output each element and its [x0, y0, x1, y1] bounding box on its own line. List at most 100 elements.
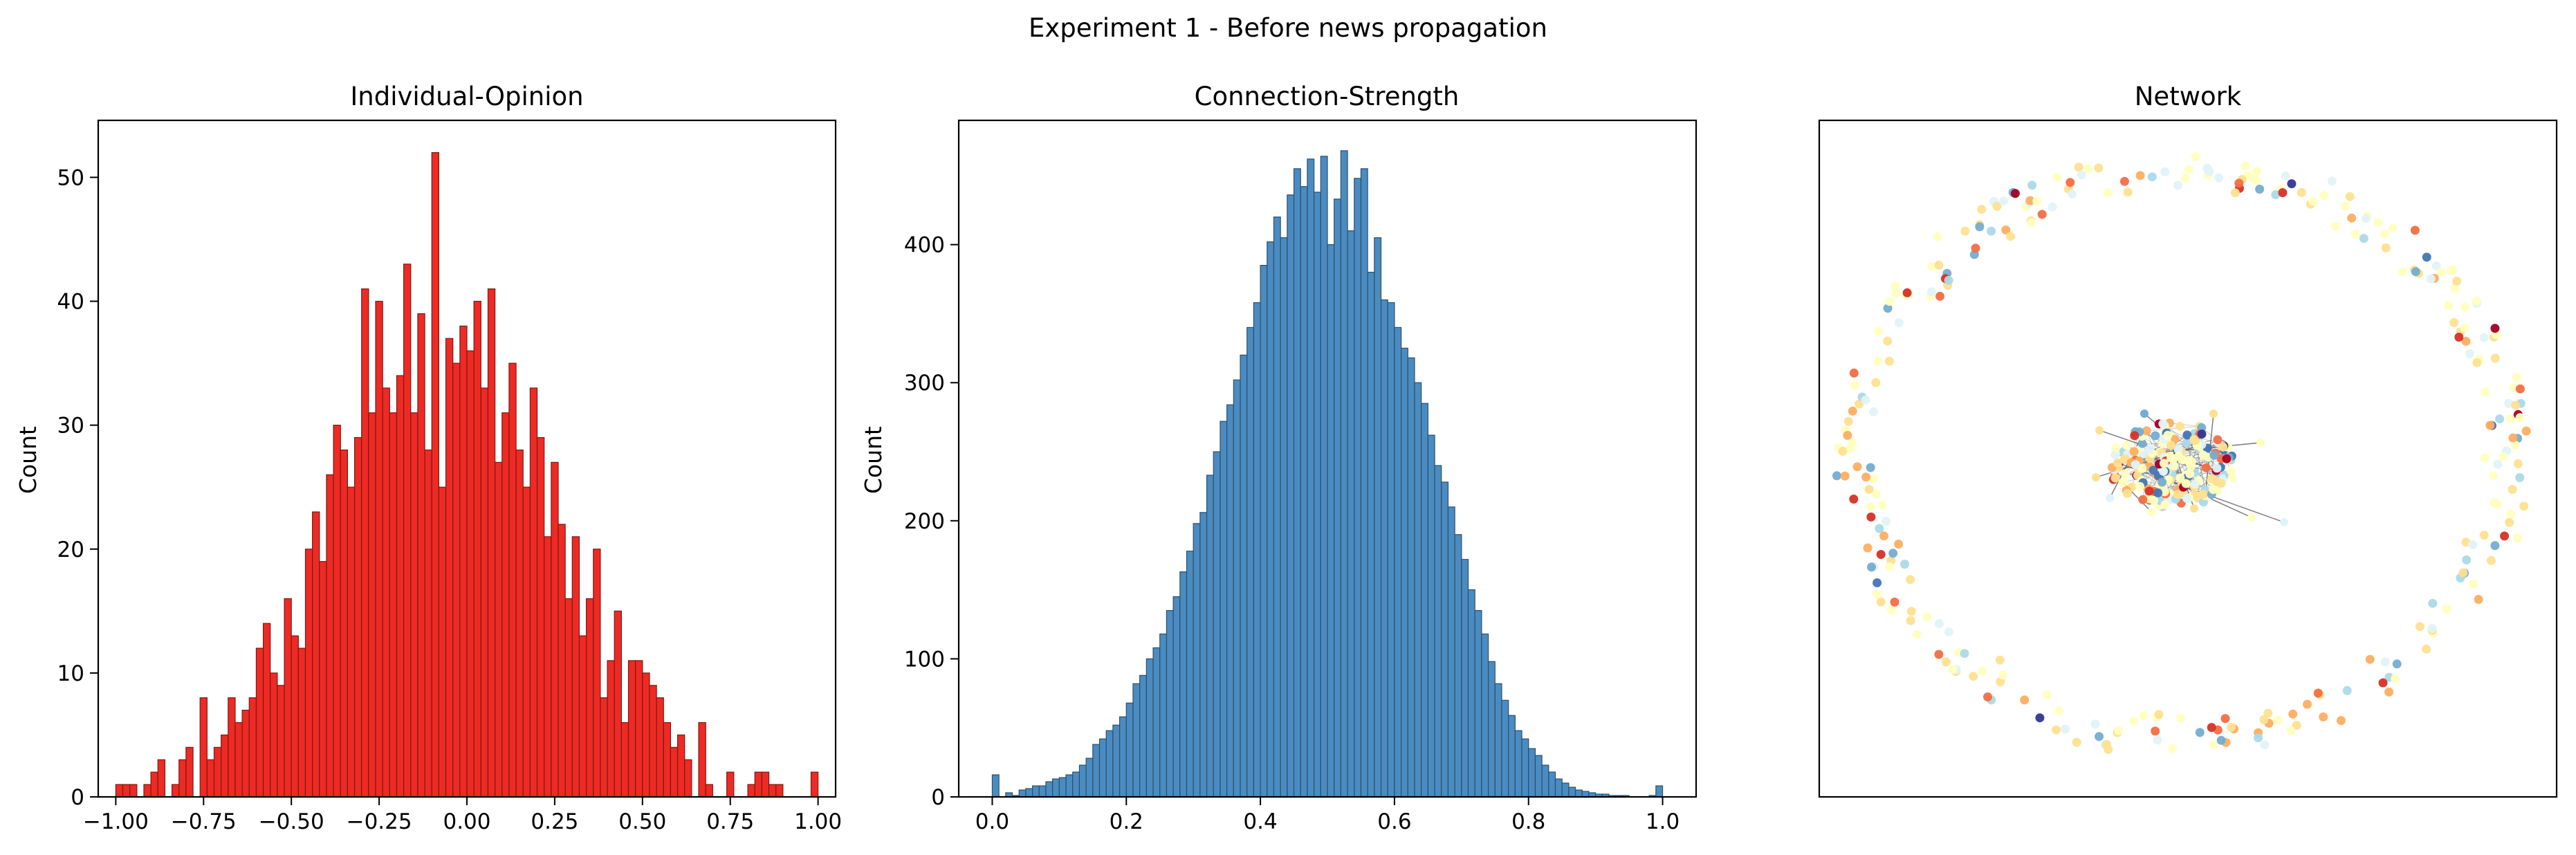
network-node: [2256, 439, 2265, 447]
network-node: [1848, 406, 1857, 416]
network-node: [2308, 196, 2318, 206]
histogram-bar: [1132, 683, 1141, 798]
network-node: [1883, 304, 1893, 313]
histogram-bar: [1213, 451, 1221, 798]
network-node: [2461, 336, 2471, 346]
network-node: [2474, 595, 2483, 604]
network-node: [2273, 715, 2283, 725]
histogram-bar: [382, 387, 390, 798]
network-node: [2380, 657, 2390, 667]
network-node: [2505, 414, 2515, 423]
x-tick-label: 0.75: [706, 809, 754, 834]
network-node: [2442, 604, 2451, 614]
network-node: [2173, 490, 2182, 499]
network-node: [2288, 709, 2298, 719]
network-node: [1900, 560, 1909, 569]
network-node: [2061, 724, 2070, 734]
network-node: [2129, 447, 2139, 457]
network-node: [2110, 473, 2120, 483]
y-tick-label: 100: [904, 647, 945, 672]
network-node: [2220, 714, 2230, 724]
histogram-bar: [614, 610, 622, 798]
network-node: [1971, 243, 1980, 253]
network-node: [2410, 226, 2420, 235]
network-node: [2218, 442, 2228, 452]
network-node: [2508, 433, 2518, 443]
histogram-bar: [1400, 347, 1408, 798]
network-node: [2428, 598, 2438, 608]
histogram-bar: [522, 486, 531, 798]
network-node: [2488, 471, 2498, 481]
histogram-bar: [424, 449, 432, 798]
histogram-bar: [445, 338, 454, 798]
y-tick-label: 40: [57, 290, 84, 315]
network-node: [2209, 740, 2218, 750]
histogram-bar: [487, 288, 496, 798]
histogram-bar: [206, 759, 215, 798]
network-node: [2519, 502, 2529, 511]
histogram-bar: [600, 697, 608, 798]
histogram-bar: [480, 387, 489, 798]
histogram-bar: [1125, 702, 1134, 798]
network-node: [1969, 672, 1978, 681]
axis-ticks: 0.0 0.2 0.4 0.6 0.8 1.0 0 100 200 300 400: [904, 233, 1680, 834]
network-node: [2189, 434, 2199, 444]
network-node: [2490, 353, 2500, 363]
network-node: [2487, 555, 2496, 565]
network-node: [1935, 619, 1944, 628]
histogram-bar: [375, 300, 383, 798]
histogram-bar: [1481, 633, 1489, 798]
network-node: [1906, 616, 1915, 625]
histogram-bar: [1287, 194, 1295, 798]
histogram-bar: [228, 697, 236, 798]
network-node: [1877, 500, 1887, 510]
network-node: [2259, 715, 2269, 724]
network-node: [1927, 261, 1937, 271]
histogram-bar: [1441, 481, 1449, 798]
network-node: [2226, 466, 2236, 475]
histogram-bar: [1139, 674, 1147, 798]
network-node: [2139, 449, 2149, 459]
network-node: [2436, 268, 2446, 277]
network-node: [2207, 723, 2216, 733]
network-node: [2454, 332, 2464, 342]
network-node: [2422, 252, 2431, 262]
histogram-bar: [284, 598, 292, 798]
network-node: [2286, 726, 2296, 735]
network-node: [2182, 430, 2192, 440]
network-node: [1944, 275, 1953, 285]
network-node: [2214, 173, 2224, 183]
network-node: [2209, 410, 2218, 418]
network-node: [2490, 324, 2500, 333]
network-node: [2472, 358, 2482, 367]
network-node: [2198, 450, 2208, 460]
network-node: [1998, 670, 2007, 680]
histogram-bar: [1548, 771, 1556, 798]
network-node: [2252, 176, 2261, 186]
network-node: [2411, 267, 2420, 277]
network-node: [2094, 163, 2104, 173]
network-edge: [2197, 453, 2204, 499]
network-node: [2512, 373, 2521, 383]
network-node: [1871, 378, 1881, 387]
histogram-bar: [593, 549, 601, 798]
histogram-bar: [403, 264, 412, 798]
network-node: [1866, 512, 1876, 522]
network-node: [2144, 486, 2154, 496]
network-node: [2490, 541, 2500, 551]
network-node: [2247, 513, 2256, 522]
network-node: [2481, 387, 2490, 397]
histogram-bar: [115, 784, 124, 798]
histogram-bar: [1112, 724, 1121, 798]
network-node: [2092, 473, 2100, 481]
histogram-bar: [157, 759, 166, 798]
histogram-bar: [1367, 271, 1375, 798]
network-node: [2495, 414, 2505, 424]
network-node: [2493, 459, 2503, 469]
histogram-bar: [1052, 778, 1060, 798]
network-edge: [2205, 453, 2216, 490]
network-node: [2480, 453, 2490, 463]
histogram-bar: [1374, 237, 1382, 798]
network-node: [2006, 232, 2015, 241]
histogram-bar: [1240, 354, 1248, 798]
